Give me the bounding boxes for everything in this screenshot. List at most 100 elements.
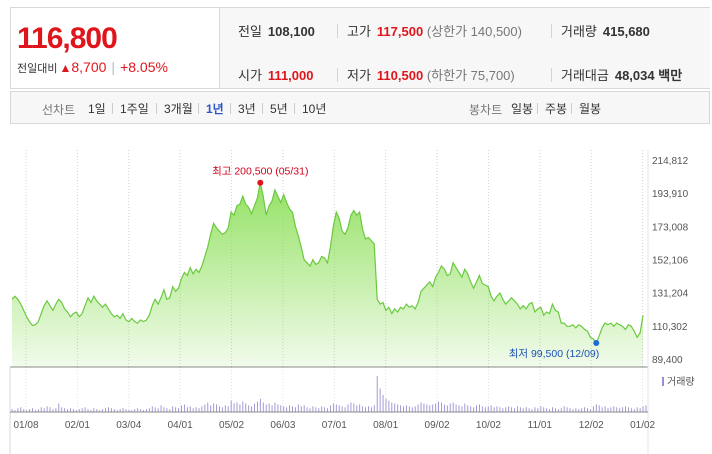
volume-bar bbox=[587, 408, 588, 412]
high-price: 고가 117,500 (상한가 140,500) bbox=[347, 21, 522, 40]
x-tick-label: 01/08 bbox=[13, 420, 38, 431]
volume-bar bbox=[481, 406, 483, 412]
volume-bar bbox=[400, 405, 402, 412]
volume-bar bbox=[636, 407, 638, 412]
extreme-markers: 최고 200,500 (05/31) 최저 99,500 (12/09) bbox=[212, 166, 600, 360]
volume-bar bbox=[531, 409, 533, 412]
volume-bar bbox=[356, 405, 358, 412]
volume-bar bbox=[344, 407, 346, 412]
volume-bar bbox=[137, 408, 139, 412]
volume-bar bbox=[581, 408, 583, 412]
volume-bar bbox=[464, 403, 466, 412]
volume-bar bbox=[350, 402, 352, 412]
volume-bar bbox=[108, 407, 109, 412]
trade-value-amount: 48,034 bbox=[614, 68, 655, 83]
volume-bar bbox=[519, 407, 521, 412]
volume-bar bbox=[461, 406, 463, 412]
y-tick-label: 152,106 bbox=[652, 256, 689, 267]
volume-bar bbox=[575, 408, 577, 412]
volume-bar bbox=[338, 405, 340, 412]
volume-bar bbox=[633, 409, 635, 412]
y-tick-label: 173,008 bbox=[652, 222, 689, 233]
volume-bar bbox=[113, 409, 115, 412]
period-3y-button[interactable]: 3년 bbox=[238, 102, 256, 116]
volume-bar bbox=[499, 407, 501, 412]
high-annotation: 최고 200,500 (05/31) bbox=[212, 166, 308, 178]
x-tick-label: 01/02 bbox=[630, 420, 655, 431]
volume-bar bbox=[569, 408, 571, 412]
prev-close-value: 108,100 bbox=[267, 24, 315, 39]
volume-bar bbox=[23, 409, 25, 412]
volume-bar bbox=[347, 404, 349, 412]
volume-bar bbox=[388, 400, 390, 412]
low-marker-dot bbox=[593, 339, 600, 346]
volume-bar bbox=[157, 408, 159, 412]
period-3m-button[interactable]: 3개월 bbox=[164, 102, 193, 116]
y-tick-label: 131,204 bbox=[652, 289, 689, 300]
volume-bar bbox=[198, 408, 200, 412]
volume-bar bbox=[496, 406, 498, 412]
volume-bar bbox=[172, 406, 174, 412]
volume-bar bbox=[449, 403, 451, 412]
volume-bar bbox=[543, 407, 545, 412]
volume-bar bbox=[408, 406, 410, 412]
volume-bar bbox=[584, 407, 586, 412]
open-price: 시가 111,000 bbox=[238, 65, 313, 84]
low-label: 저가 bbox=[347, 68, 371, 83]
period-10y-button[interactable]: 10년 bbox=[302, 102, 327, 116]
divider bbox=[112, 103, 113, 114]
volume-bar bbox=[619, 408, 621, 412]
volume-bar bbox=[207, 402, 209, 412]
volume-bar bbox=[327, 408, 328, 412]
change-label: 전일대비 bbox=[17, 63, 58, 75]
y-tick-label: 193,910 bbox=[652, 189, 689, 200]
volume-bar bbox=[578, 409, 580, 412]
volume: 거래량 415,680 bbox=[561, 21, 650, 40]
period-5y-button[interactable]: 5년 bbox=[270, 102, 288, 116]
volume-bar bbox=[294, 407, 296, 412]
volume-bar bbox=[423, 403, 425, 412]
price-line bbox=[11, 182, 644, 345]
high-value: 117,500 bbox=[376, 24, 424, 39]
weekly-candle-button[interactable]: 주봉 bbox=[545, 102, 568, 116]
volume-label: 거래량 bbox=[561, 24, 597, 39]
y-tick-label: 89,400 bbox=[652, 355, 683, 366]
volume-bar bbox=[245, 403, 247, 412]
monthly-candle-button[interactable]: 월봉 bbox=[579, 102, 602, 116]
volume-bar bbox=[61, 407, 63, 412]
divider bbox=[198, 103, 199, 114]
volume-bar bbox=[277, 404, 279, 412]
x-tick-label: 12/02 bbox=[579, 420, 604, 431]
volume-bar bbox=[154, 407, 156, 412]
volume-bar bbox=[318, 408, 320, 412]
daily-candle-button[interactable]: 일봉 bbox=[511, 102, 534, 116]
period-1w-button[interactable]: 1주일 bbox=[120, 102, 149, 116]
volume-bar bbox=[93, 408, 95, 412]
volume-bar bbox=[40, 407, 42, 412]
volume-bar bbox=[525, 407, 527, 412]
volume-bar bbox=[324, 407, 326, 412]
divider bbox=[294, 103, 295, 114]
volume-bar bbox=[373, 405, 375, 412]
period-1d-button[interactable]: 1일 bbox=[88, 102, 106, 116]
volume-bar bbox=[178, 408, 180, 412]
y-tick-label: 110,302 bbox=[652, 322, 688, 333]
volume-bar bbox=[221, 407, 223, 412]
volume-bar bbox=[502, 408, 504, 412]
divider bbox=[337, 24, 338, 38]
volume-bar bbox=[467, 405, 469, 412]
volume-bar bbox=[20, 407, 22, 412]
volume-bar bbox=[99, 410, 101, 412]
volume-bar bbox=[183, 404, 185, 412]
volume-bar bbox=[645, 405, 647, 412]
divider bbox=[230, 103, 231, 114]
period-1y-button[interactable]: 1년 bbox=[206, 102, 224, 116]
volume-bar bbox=[195, 407, 197, 412]
chart-toolbar: 선차트 1일 1주일 3개월 1년 3년 5년 10년 봉차트 일봉 주봉 월봉 bbox=[10, 91, 710, 124]
candle-chart-label: 봉차트 bbox=[469, 103, 503, 117]
volume-bar bbox=[639, 408, 641, 412]
volume-bar bbox=[315, 407, 317, 412]
volume-value: 415,680 bbox=[602, 24, 650, 39]
volume-bar bbox=[116, 410, 118, 412]
x-tick-label: 08/01 bbox=[373, 420, 398, 431]
